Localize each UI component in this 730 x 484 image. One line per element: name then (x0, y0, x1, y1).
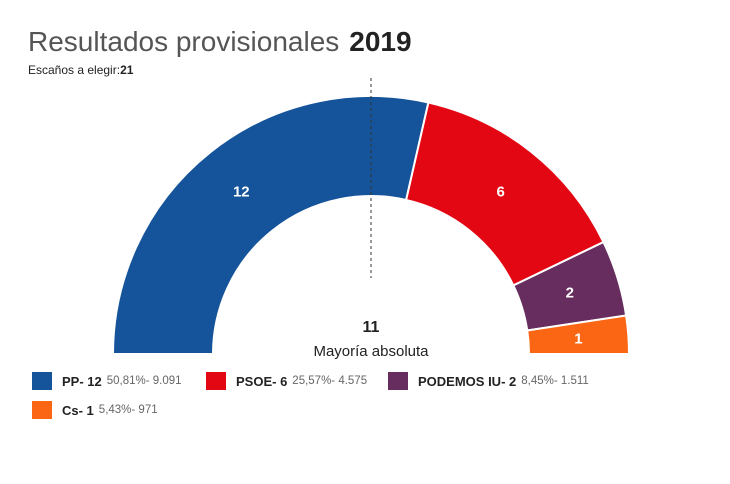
seat-label-podemos-iu: 2 (566, 285, 574, 302)
legend-swatch-psoe (206, 372, 226, 390)
legend-item-podemos[interactable]: PODEMOS IU- 2 8,45%- 1.511 (388, 372, 589, 390)
seats-total: 21 (120, 63, 134, 77)
legend-item-cs[interactable]: Cs- 1 5,43%- 971 (32, 401, 158, 419)
legend-label-podemos: PODEMOS IU- 2 (418, 373, 517, 389)
legend-swatch-cs (32, 401, 52, 419)
legend-label-psoe: PSOE- 6 (236, 373, 288, 389)
legend-item-pp[interactable]: PP- 12 50,81%- 9.091 (32, 372, 182, 390)
legend-label-cs: Cs- 1 (62, 402, 94, 418)
legend-stats-pp: 50,81%- 9.091 (106, 375, 182, 387)
seat-labels: 12 6 2 1 (233, 183, 583, 347)
segment-cs[interactable] (526, 314, 631, 355)
legend-stats-psoe: 25,57%- 4.575 (292, 375, 368, 387)
seats-label: Escaños a elegir: (28, 63, 121, 77)
legend-label-pp: PP- 12 (62, 373, 102, 389)
majority-label: Mayoría absoluta (313, 343, 429, 360)
legend-stats-podemos: 8,45%- 1.511 (521, 375, 589, 387)
hemicycle-segments (111, 95, 631, 355)
legend-item-psoe[interactable]: PSOE- 6 25,57%- 4.575 (206, 372, 367, 390)
legend-swatch-pp (32, 372, 52, 390)
chart-title: Resultados provisionales 2019 (28, 26, 412, 58)
seat-label-psoe: 6 (497, 183, 505, 200)
seats-to-elect: Escaños a elegir:21 (28, 63, 133, 77)
seat-label-cs: 1 (574, 330, 582, 347)
seat-label-pp: 12 (233, 183, 250, 200)
legend-swatch-podemos (388, 372, 408, 390)
title-text: Resultados provisionales (28, 26, 340, 57)
title-year: 2019 (349, 26, 412, 57)
segment-pp[interactable] (111, 95, 430, 355)
majority-value: 11 (363, 319, 380, 336)
legend-stats-cs: 5,43%- 971 (98, 404, 158, 416)
